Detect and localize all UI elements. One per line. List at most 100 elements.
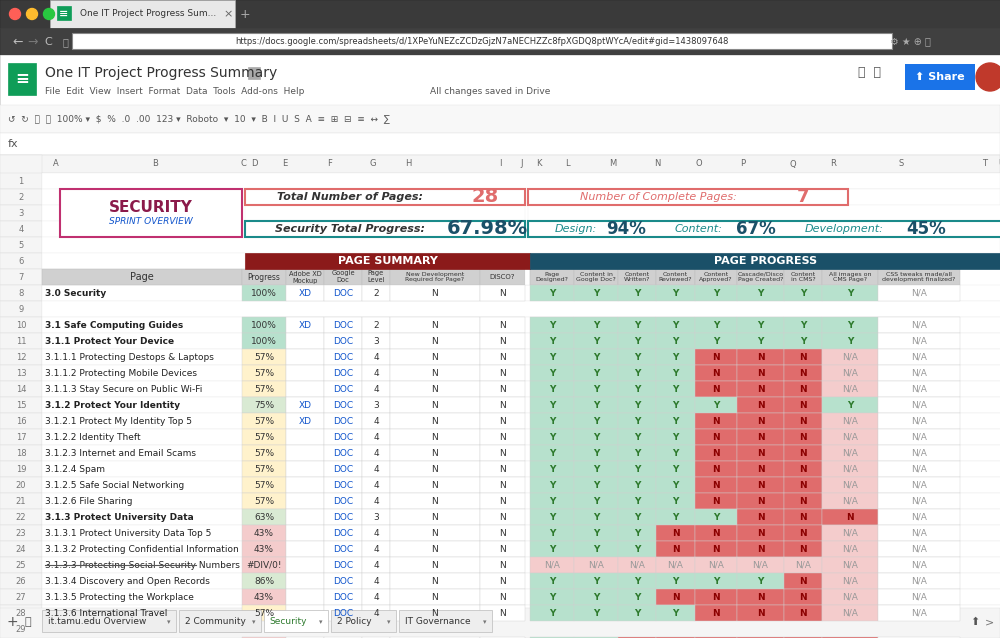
Bar [574, 285, 618, 301]
Bar [618, 429, 656, 445]
Text: Y: Y [634, 464, 640, 473]
Text: N: N [432, 609, 438, 618]
Text: Content in
Google Doc?: Content in Google Doc? [576, 272, 616, 283]
Text: Y: Y [549, 336, 555, 346]
Text: Development:: Development: [805, 224, 883, 234]
Text: Y: Y [549, 593, 555, 602]
Text: 3.1.2 Protect Your Identity: 3.1.2 Protect Your Identity [45, 401, 180, 410]
Text: N: N [712, 433, 720, 441]
Text: U: U [998, 160, 1000, 168]
Bar [784, 461, 822, 477]
Bar [784, 573, 822, 589]
Text: N/A: N/A [911, 336, 927, 346]
Bar [42, 189, 60, 205]
Bar [525, 189, 1000, 205]
Bar [618, 605, 656, 621]
Bar [618, 541, 656, 557]
Text: N: N [432, 417, 438, 426]
Bar [42, 253, 245, 269]
Text: N: N [499, 577, 505, 586]
Text: N: N [432, 449, 438, 457]
Text: N: N [799, 544, 807, 554]
Text: F: F [328, 160, 332, 168]
Text: Y: Y [634, 320, 640, 329]
Text: 15: 15 [16, 401, 26, 410]
Bar [324, 349, 362, 365]
Text: N/A: N/A [544, 561, 560, 570]
Text: N: N [499, 544, 505, 554]
Text: N/A: N/A [842, 464, 858, 473]
Bar [528, 205, 1000, 221]
Bar [784, 285, 822, 301]
Text: N/A: N/A [842, 593, 858, 602]
Text: 57%: 57% [254, 480, 274, 489]
Text: N/A: N/A [911, 449, 927, 457]
Text: 75%: 75% [254, 401, 274, 410]
Text: Y: Y [634, 496, 640, 505]
Text: Y: Y [549, 449, 555, 457]
Bar [60, 189, 242, 237]
Text: N/A: N/A [842, 544, 858, 554]
Bar [822, 637, 878, 638]
Text: #DIV/0!: #DIV/0! [246, 561, 282, 570]
Text: 10: 10 [16, 320, 26, 329]
Bar [390, 429, 480, 445]
Bar [72, 33, 892, 49]
Text: Y: Y [593, 353, 599, 362]
Text: PAGE PROGRESS: PAGE PROGRESS [714, 256, 818, 266]
Text: Y: Y [593, 544, 599, 554]
Bar [362, 541, 390, 557]
Text: N/A: N/A [842, 385, 858, 394]
Text: N/A: N/A [842, 480, 858, 489]
Bar [822, 429, 878, 445]
Text: N: N [499, 449, 505, 457]
Text: Y: Y [672, 401, 679, 410]
Text: XD: XD [298, 288, 312, 297]
Bar [286, 461, 324, 477]
Bar [905, 64, 975, 90]
Bar [822, 605, 878, 621]
Text: 19: 19 [16, 464, 26, 473]
Text: Y: Y [672, 417, 679, 426]
Bar [530, 253, 1000, 269]
Text: Y: Y [593, 512, 599, 521]
Text: N: N [757, 417, 764, 426]
Bar [656, 493, 695, 509]
Bar [0, 105, 1000, 133]
Text: 3.1.1 Protect Your Device: 3.1.1 Protect Your Device [45, 336, 174, 346]
Bar [242, 381, 286, 397]
Bar [695, 349, 737, 365]
Text: Y: Y [672, 496, 679, 505]
Text: 57%: 57% [254, 464, 274, 473]
Bar [0, 445, 42, 461]
Bar [324, 461, 362, 477]
Text: Y: Y [672, 385, 679, 394]
Text: 16: 16 [16, 417, 26, 426]
Text: 22: 22 [16, 512, 26, 521]
Text: 3.1.2.6 File Sharing: 3.1.2.6 File Sharing [45, 496, 132, 505]
Bar [480, 429, 525, 445]
Text: DOC: DOC [333, 512, 353, 521]
Bar [656, 557, 695, 573]
Text: D: D [251, 160, 257, 168]
Text: Y: Y [593, 369, 599, 378]
Text: Y: Y [549, 496, 555, 505]
Text: 4: 4 [373, 609, 379, 618]
Text: Y: Y [634, 512, 640, 521]
Bar [784, 349, 822, 365]
Text: Y: Y [757, 320, 764, 329]
Bar [656, 541, 695, 557]
Bar [737, 269, 784, 285]
Text: G: G [370, 160, 376, 168]
Text: DISCO?: DISCO? [489, 274, 515, 280]
Bar [878, 381, 960, 397]
Text: 7: 7 [18, 272, 24, 281]
Bar [784, 525, 822, 541]
Bar [0, 317, 42, 333]
Bar [618, 317, 656, 333]
Text: N: N [672, 528, 679, 537]
Text: 4: 4 [373, 496, 379, 505]
Text: DOC: DOC [333, 544, 353, 554]
Bar [574, 349, 618, 365]
Bar [574, 493, 618, 509]
